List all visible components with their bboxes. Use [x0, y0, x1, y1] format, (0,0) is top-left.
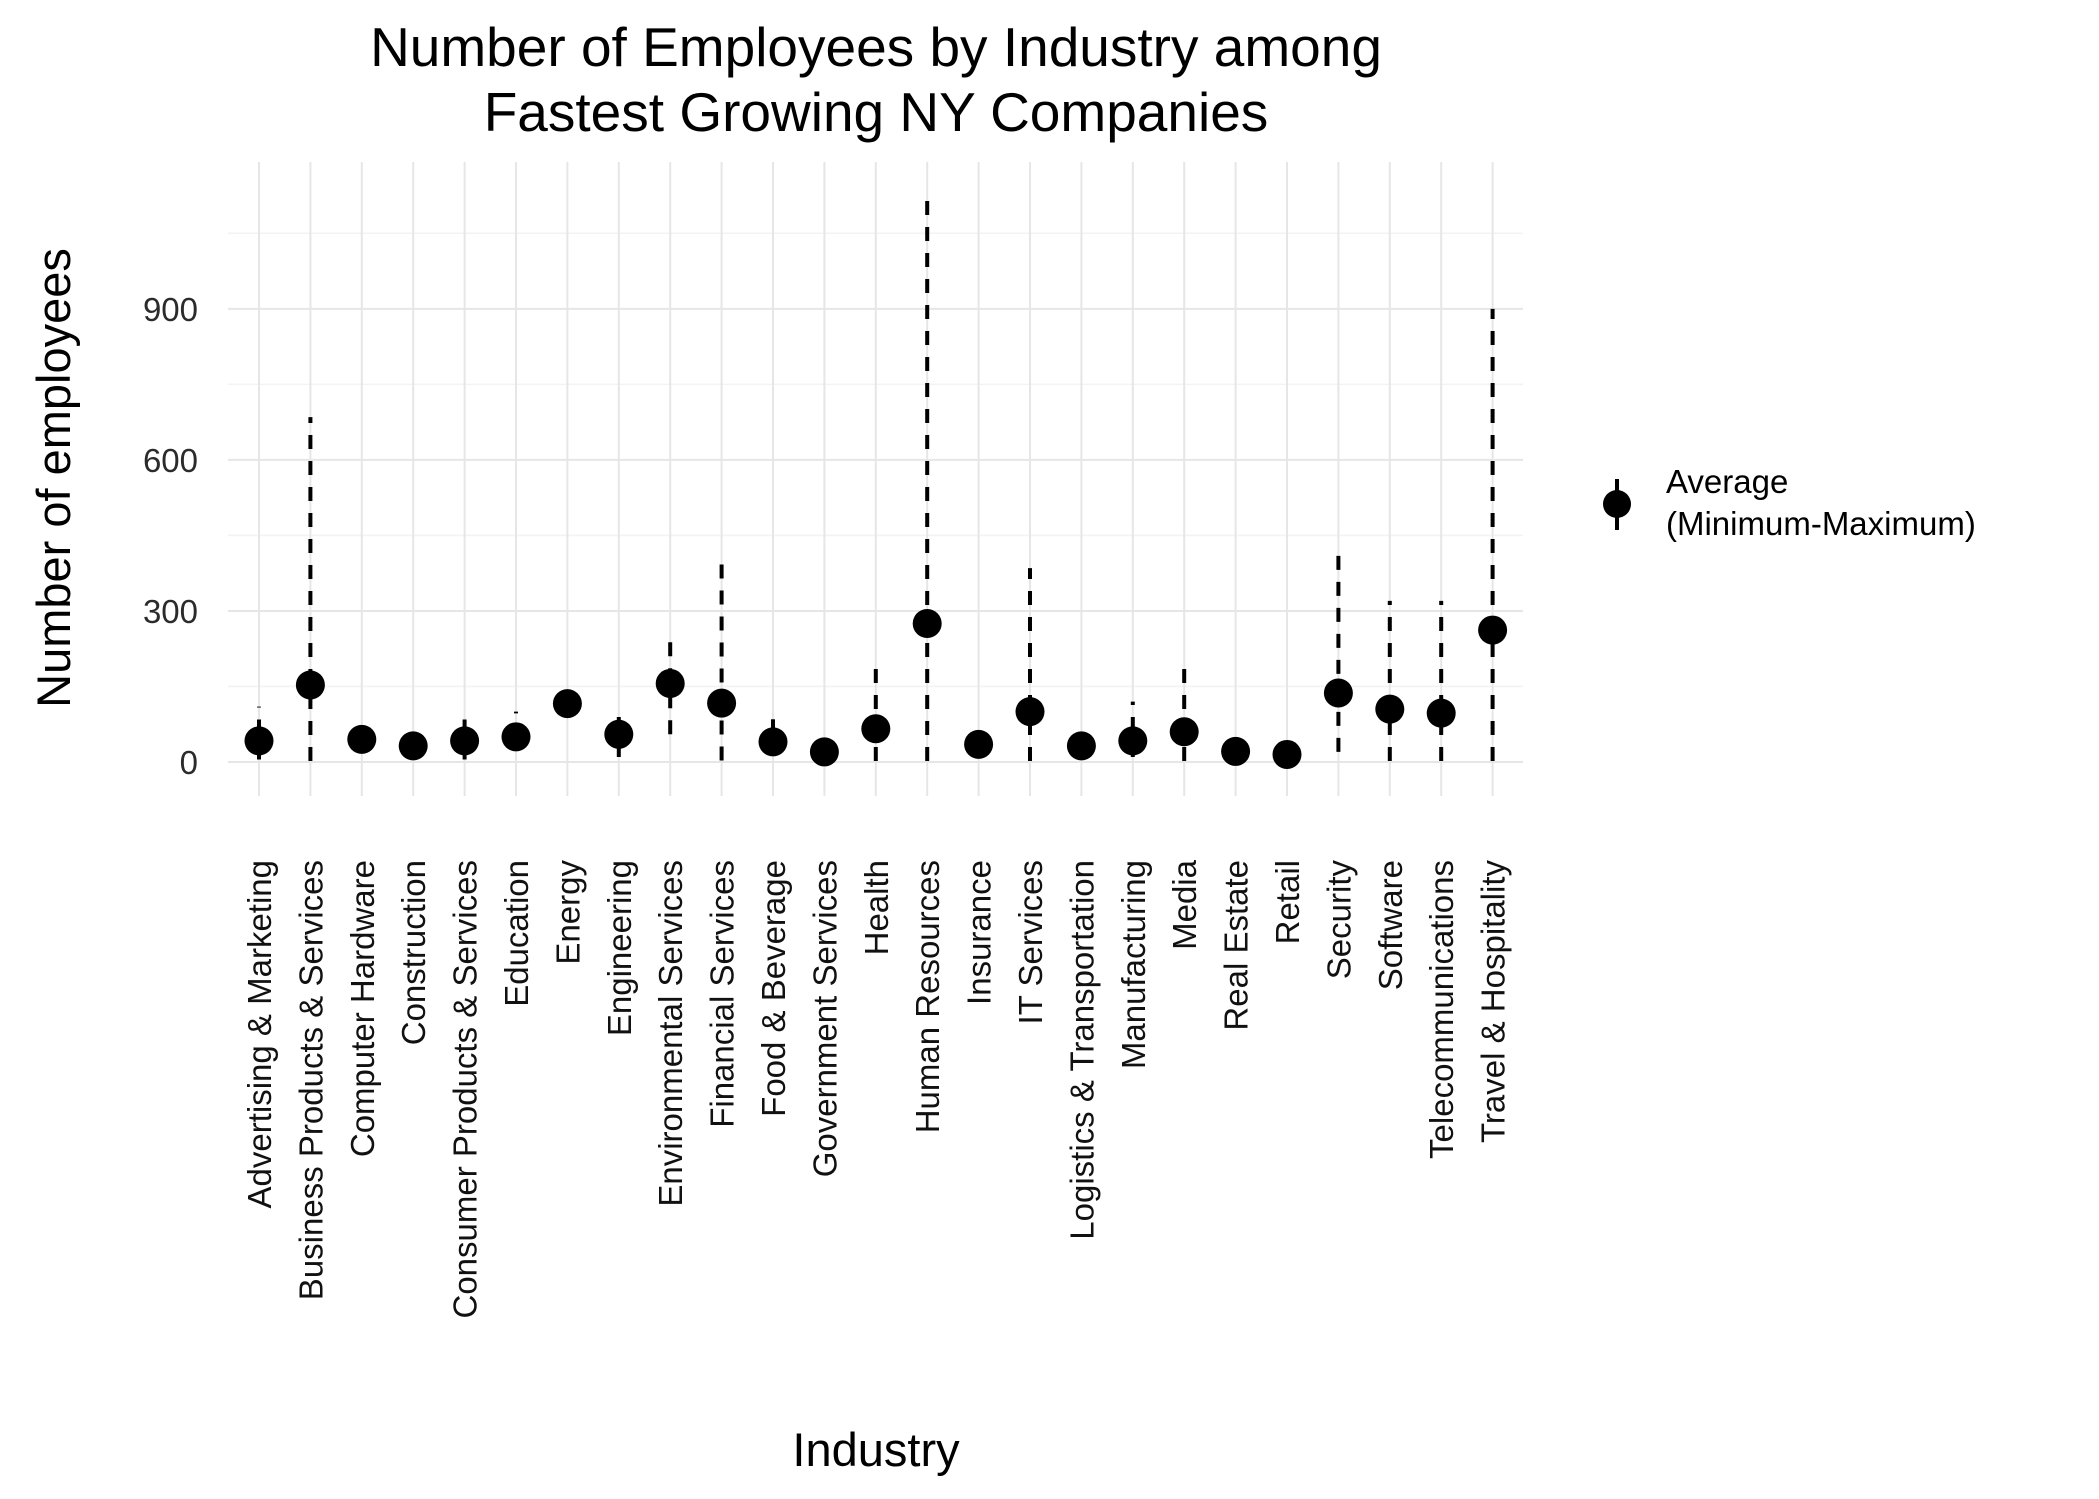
- x-tick-label: Computer Hardware: [344, 860, 381, 1157]
- y-tick-label: 0: [180, 744, 198, 781]
- average-point: [1478, 615, 1508, 645]
- x-tick-label: Construction: [395, 860, 432, 1045]
- chart-title: Number of Employees by Industry among Fa…: [370, 16, 1382, 143]
- x-tick-label: Government Services: [806, 860, 843, 1177]
- x-tick-label: Manufacturing: [1115, 860, 1152, 1069]
- x-axis-category-labels: Advertising & Marketing Business Products…: [241, 859, 1512, 1318]
- average-point: [912, 609, 942, 639]
- average-point: [861, 714, 891, 744]
- average-points: [244, 609, 1508, 769]
- average-point: [552, 689, 582, 719]
- x-tick-label: Consumer Products & Services: [447, 860, 484, 1319]
- average-point: [244, 726, 274, 756]
- x-tick-label: Human Resources: [909, 860, 946, 1133]
- average-point: [1221, 736, 1251, 766]
- average-point: [809, 737, 839, 767]
- average-point: [1118, 726, 1148, 756]
- x-tick-label: IT Services: [1012, 860, 1049, 1024]
- x-tick-label: Education: [498, 860, 535, 1007]
- average-point: [501, 722, 531, 752]
- x-tick-label: Security: [1320, 860, 1357, 980]
- plot-panel: [228, 162, 1523, 796]
- average-point: [1066, 731, 1096, 761]
- average-point: [295, 670, 325, 700]
- y-tick-label: 900: [143, 291, 198, 328]
- average-point: [1323, 678, 1353, 708]
- x-tick-label: Food & Beverage: [755, 860, 792, 1117]
- x-axis-title: Industry: [792, 1423, 960, 1476]
- x-tick-label: Environmental Services: [652, 860, 689, 1207]
- average-point: [707, 688, 737, 718]
- average-point: [1375, 694, 1405, 724]
- average-point: [1015, 697, 1045, 727]
- x-tick-label: Telecommunications: [1423, 860, 1460, 1159]
- average-point: [398, 731, 428, 761]
- legend-label-line-1: Average: [1666, 463, 1788, 500]
- x-tick-label: Logistics & Transportation: [1063, 860, 1100, 1240]
- average-point: [758, 727, 788, 757]
- x-tick-label: Business Products & Services: [292, 860, 329, 1300]
- x-tick-label: Financial Services: [704, 860, 741, 1128]
- x-tick-label: Software: [1372, 860, 1409, 990]
- y-tick-label: 300: [143, 593, 198, 630]
- x-tick-label: Retail: [1269, 860, 1306, 944]
- chart-title-line-1: Number of Employees by Industry among: [370, 16, 1382, 78]
- legend: Average (Minimum-Maximum): [1603, 463, 1976, 542]
- average-point: [347, 724, 377, 754]
- x-tick-label: Energy: [549, 860, 586, 965]
- x-tick-label: Insurance: [961, 860, 998, 1005]
- average-point: [1169, 717, 1199, 747]
- average-point: [964, 729, 994, 759]
- legend-point-key: [1603, 490, 1631, 518]
- major-gridlines: [228, 162, 1523, 796]
- average-point: [1426, 698, 1456, 728]
- average-point: [655, 668, 685, 698]
- x-tick-label: Advertising & Marketing: [241, 860, 278, 1208]
- average-point: [450, 726, 480, 756]
- x-tick-label: Media: [1166, 859, 1203, 950]
- y-axis-tick-labels: 0 300 600 900: [143, 291, 198, 781]
- x-tick-label: Travel & Hospitality: [1475, 860, 1512, 1144]
- x-tick-label: Engineering: [601, 860, 638, 1036]
- y-tick-label: 600: [143, 442, 198, 479]
- x-tick-label: Real Estate: [1218, 860, 1255, 1031]
- average-point: [604, 719, 634, 749]
- chart-title-line-2: Fastest Growing NY Companies: [484, 81, 1269, 143]
- y-axis-title: Number of employees: [27, 248, 80, 708]
- average-point: [1272, 739, 1302, 769]
- x-tick-label: Health: [858, 860, 895, 955]
- legend-label-line-2: (Minimum-Maximum): [1666, 505, 1976, 542]
